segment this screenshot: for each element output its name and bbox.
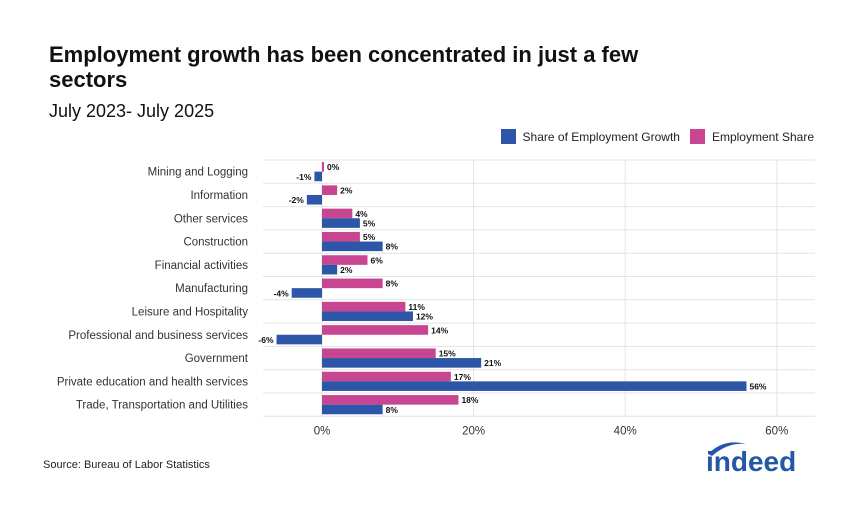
legend-label-share: Employment Share xyxy=(711,129,814,144)
indeed-logo: indeed xyxy=(706,442,796,476)
bar-employment-share xyxy=(322,325,429,335)
bar-employment-share xyxy=(322,162,324,172)
category-label: Private education and health services xyxy=(57,376,248,388)
data-label-share: 4% xyxy=(355,209,368,219)
bar-employment-growth xyxy=(322,404,383,415)
data-label-growth: -6% xyxy=(258,335,274,345)
data-label-growth: 8% xyxy=(386,242,399,252)
bar-employment-share xyxy=(322,371,451,382)
category-label: Mining and Logging xyxy=(148,167,248,179)
source-note: Source: Bureau of Labor Statistics xyxy=(43,459,210,471)
bar-employment-growth xyxy=(322,358,482,368)
bar-employment-share xyxy=(322,255,368,265)
bar-employment-share xyxy=(322,231,360,242)
chart-subtitle: July 2023- July 2025 xyxy=(49,101,215,121)
data-label-growth: -4% xyxy=(274,288,290,298)
bar-employment-growth xyxy=(322,241,383,252)
data-label-growth: 21% xyxy=(484,358,501,368)
x-tick-label: 0% xyxy=(314,425,331,437)
data-label-growth: 56% xyxy=(749,381,766,391)
legend-item-growth: Share of Employment Growth xyxy=(500,129,680,144)
category-label: Construction xyxy=(183,237,248,249)
bar-employment-share xyxy=(322,395,459,405)
data-label-growth: 8% xyxy=(386,405,399,415)
bar-employment-growth xyxy=(322,218,360,228)
category-label: Leisure and Hospitality xyxy=(132,306,249,318)
data-label-growth: 2% xyxy=(340,265,353,275)
bar-employment-share xyxy=(322,301,406,312)
category-label: Professional and business services xyxy=(68,330,248,342)
x-tick-label: 20% xyxy=(462,425,485,437)
data-label-share: 15% xyxy=(439,349,456,359)
bar-employment-growth xyxy=(322,311,413,322)
category-label: Government xyxy=(185,353,249,365)
bar-employment-share xyxy=(322,278,383,289)
category-label: Information xyxy=(190,190,248,202)
data-label-share: 0% xyxy=(327,162,340,172)
data-label-growth: -1% xyxy=(296,172,312,182)
data-label-share: 5% xyxy=(363,232,376,242)
chart-title: Employment growth has been concentrated … xyxy=(49,42,639,92)
data-label-share: 8% xyxy=(386,279,399,289)
category-label: Manufacturing xyxy=(175,283,248,295)
bar-employment-growth xyxy=(291,288,322,298)
data-label-share: 2% xyxy=(340,185,353,195)
legend-swatch-growth xyxy=(500,129,516,144)
data-label-growth: 5% xyxy=(363,218,376,228)
category-label: Trade, Transportation and Utilities xyxy=(76,400,248,412)
bar-employment-share xyxy=(322,348,436,359)
category-label: Other services xyxy=(174,213,248,225)
legend-swatch-share xyxy=(689,129,705,144)
bar-employment-share xyxy=(322,208,353,219)
bar-employment-growth xyxy=(276,334,322,345)
legend: Share of Employment Growth Employment Sh… xyxy=(491,129,814,144)
data-label-share: 18% xyxy=(461,395,478,405)
data-label-share: 11% xyxy=(408,302,425,312)
bar-employment-growth xyxy=(306,194,322,205)
logo-swoosh-icon xyxy=(708,442,746,456)
data-label-share: 6% xyxy=(370,255,383,265)
data-label-share: 17% xyxy=(454,372,471,382)
bar-employment-share xyxy=(322,185,338,195)
x-tick-label: 60% xyxy=(765,425,788,437)
data-label-share: 14% xyxy=(431,325,448,335)
x-tick-label: 40% xyxy=(614,425,637,437)
category-label: Financial activities xyxy=(155,260,249,272)
bar-employment-growth xyxy=(314,171,322,182)
legend-label-growth: Share of Employment Growth xyxy=(522,129,680,144)
data-label-growth: -2% xyxy=(289,195,305,205)
data-label-growth: 12% xyxy=(416,312,433,322)
bar-employment-growth xyxy=(322,264,338,275)
logo-wordmark: indeed xyxy=(706,446,796,476)
bar-employment-growth xyxy=(322,381,747,391)
legend-item-share: Employment Share xyxy=(689,129,814,144)
